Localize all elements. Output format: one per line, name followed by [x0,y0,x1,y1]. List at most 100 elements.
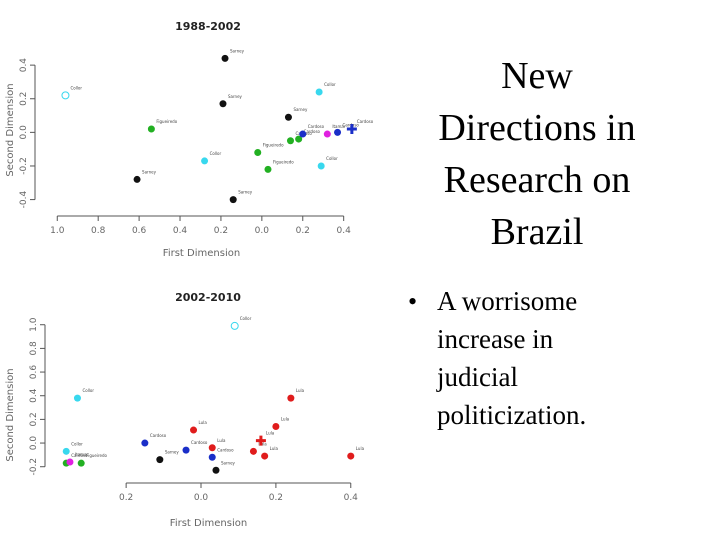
point-label: Cardoso [217,447,234,452]
point-label: Lula [281,416,290,421]
point-label: Collor [71,441,83,446]
bullet-line: A worrisome [437,286,577,316]
point-label: Sarney [165,450,180,455]
point-label: Lula [296,388,305,393]
x-tick-label: 0.8 [91,226,106,236]
y-axis-label: Second Dimension [5,83,16,176]
y-axis-label: Second Dimension [5,368,16,461]
point [346,124,357,134]
point [299,130,307,138]
x-tick-label: 0.2 [269,493,283,503]
point [147,125,155,133]
point-label: Cardoso [71,453,88,458]
y-tick-label: 0.6 [29,365,39,380]
point [287,394,295,402]
point-label: Lula [266,431,275,436]
point [73,394,81,402]
point-label: Figueiredo [273,159,294,164]
point [66,458,74,466]
point-label: Collor [82,388,94,393]
point-label: Sarney [142,169,157,174]
x-tick-label: 0.0 [194,493,209,503]
point [334,128,342,136]
point [141,439,149,447]
point [61,91,70,100]
point-label: Cardoso [357,119,374,124]
x-tick-label: 0.0 [255,226,270,236]
x-axis-label: First Dimension [163,248,240,259]
x-tick-label: 1.0 [50,226,65,236]
point-label: Cardoso [150,433,167,438]
point [182,446,190,454]
point-label: Sarney [221,460,236,465]
slide-title-line: Research on [444,159,631,201]
y-tick-label: 0.0 [19,125,29,140]
x-tick-label: 0.2 [119,493,133,503]
point [208,453,216,461]
point [62,447,70,455]
scatter-chart: 2002-2010 First Dimension Second Dimension… [5,291,365,529]
point [284,113,292,121]
chart-title: 2002-2010 [175,291,241,304]
scatter-chart: 1988-2002 First Dimension Second Dimension… [5,20,374,259]
point-label: Lula [199,420,208,425]
point [272,422,280,430]
point-label: Sarney [230,48,245,53]
point-label: Cardoso [304,129,321,134]
x-axis-label: First Dimension [170,518,247,529]
point [286,137,294,145]
point-label: Collor [210,151,222,156]
point [261,452,269,460]
x-tick-label: 0.6 [132,226,147,236]
x-tick-label: 0.4 [173,226,188,236]
bullet-line: politicization. [437,400,586,430]
point-label: Sarney [293,107,308,112]
y-tick-label: 0.4 [19,58,29,73]
point [219,100,227,108]
y-tick-label: 0.4 [29,388,39,403]
y-tick-label: -0.4 [19,191,29,209]
point-label: Figueiredo [156,119,177,124]
chart-title: 1988-2002 [175,20,241,33]
point [230,321,239,330]
point-label: Sarney [228,94,243,99]
point [264,165,272,173]
point-label: Collor [70,85,82,90]
point [347,452,355,460]
y-tick-label: 0.0 [29,436,39,451]
slide-title-line: Directions in [438,107,635,149]
point [221,54,229,62]
point [254,149,262,157]
point [229,196,237,204]
point [212,466,220,474]
point-label: Collor [240,316,252,321]
bullet-line: increase in [437,324,554,354]
point [133,175,141,183]
point-label: Figueiredo [263,143,284,148]
point [323,130,331,138]
y-tick-label: 0.2 [19,92,29,106]
bullet-dot: • [408,287,417,316]
y-tick-label: -0.2 [19,157,29,175]
y-tick-label: 0.2 [29,412,39,426]
point [156,456,164,464]
point-label: Sarney [238,190,253,195]
y-tick-label: 0.8 [29,341,39,356]
x-tick-label: 0.2 [214,226,228,236]
point-label: Lula [356,446,365,451]
point-label: Lula [258,441,267,446]
point [77,459,85,467]
slide-title-line: Brazil [491,211,584,253]
point-label: Lula [270,446,279,451]
point [317,162,325,170]
x-tick-label: 0.4 [337,226,352,236]
bullet-line: judicial [436,362,518,392]
y-tick-label: 1.0 [29,317,39,332]
y-tick-label: -0.2 [29,458,39,476]
point [315,88,323,96]
point-label: Collor [324,82,336,87]
point [208,444,216,452]
point-label: Lula [217,438,226,443]
point-label: Cardoso [308,124,325,129]
